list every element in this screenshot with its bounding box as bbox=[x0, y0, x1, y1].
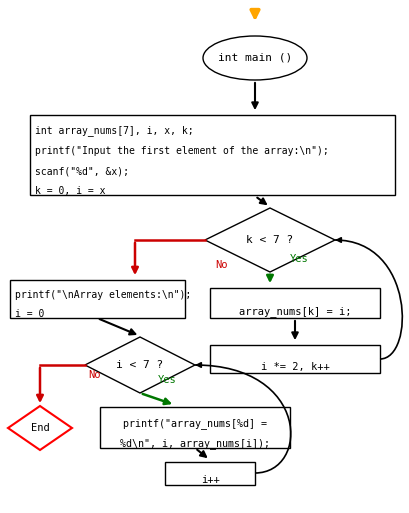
Bar bbox=[165, 462, 255, 485]
Text: array_nums[k] = i;: array_nums[k] = i; bbox=[239, 307, 351, 318]
Text: Yes: Yes bbox=[290, 254, 309, 264]
Text: i *= 2, k++: i *= 2, k++ bbox=[261, 362, 329, 372]
Text: End: End bbox=[31, 423, 49, 433]
Text: scanf("%d", &x);: scanf("%d", &x); bbox=[35, 166, 129, 176]
Bar bbox=[210, 288, 380, 318]
Text: printf("Input the first element of the array:\n");: printf("Input the first element of the a… bbox=[35, 146, 329, 156]
Bar bbox=[10, 280, 185, 318]
Bar bbox=[100, 407, 290, 448]
Text: No: No bbox=[215, 260, 227, 270]
Text: int array_nums[7], i, x, k;: int array_nums[7], i, x, k; bbox=[35, 126, 193, 136]
Text: %d\n", i, array_nums[i]);: %d\n", i, array_nums[i]); bbox=[120, 439, 270, 449]
Text: int main (): int main () bbox=[218, 53, 292, 63]
Text: i++: i++ bbox=[201, 476, 219, 485]
Bar bbox=[210, 345, 380, 373]
Text: i < 7 ?: i < 7 ? bbox=[117, 360, 164, 370]
Text: i = 0: i = 0 bbox=[15, 309, 44, 319]
Bar bbox=[30, 115, 395, 195]
Text: k = 0, i = x: k = 0, i = x bbox=[35, 186, 106, 196]
Polygon shape bbox=[205, 208, 335, 272]
Text: Yes: Yes bbox=[158, 375, 177, 385]
Text: k < 7 ?: k < 7 ? bbox=[246, 235, 294, 245]
Polygon shape bbox=[8, 406, 72, 450]
Text: No: No bbox=[88, 370, 101, 380]
Text: printf("array_nums[%d] =: printf("array_nums[%d] = bbox=[123, 418, 267, 429]
Ellipse shape bbox=[203, 36, 307, 80]
Polygon shape bbox=[85, 337, 195, 393]
Text: printf("\nArray elements:\n");: printf("\nArray elements:\n"); bbox=[15, 290, 191, 300]
